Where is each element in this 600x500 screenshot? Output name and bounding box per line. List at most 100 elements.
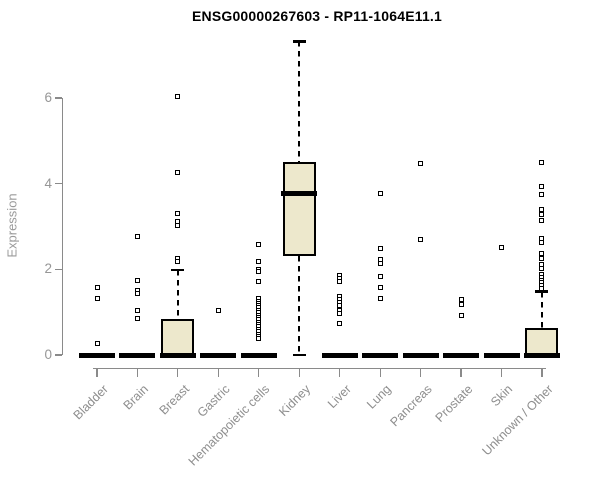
outlier-point [377,191,383,197]
outlier-point [377,274,383,280]
upper-whisker-cap [292,40,306,43]
x-tick-label: Lung [364,382,395,412]
outlier-point [337,310,343,316]
y-tick-label: 6 [44,90,52,106]
outlier-point [134,315,140,321]
x-tick-mark [379,368,381,377]
median-line [321,352,358,358]
y-tick-mark [55,183,62,185]
upper-whisker [176,270,179,319]
outlier-point [337,320,343,326]
x-tick-mark [420,368,422,377]
x-tick-label: Liver [324,382,354,412]
y-tick-mark [55,97,62,99]
median-line [523,352,560,358]
outlier-point [94,295,100,301]
outlier-point [458,296,464,302]
outlier-point [539,160,545,166]
outlier-point [418,236,424,242]
outlier-point [256,279,262,285]
outlier-point [134,307,140,313]
outlier-point [256,259,262,265]
chart-title: ENSG00000267603 - RP11-1064E11.1 [191,8,443,24]
x-tick-label: Prostate [432,382,475,425]
boxplot-box [525,328,559,355]
median-line [483,352,520,358]
boxplot-box [161,318,195,355]
outlier-point [499,244,505,250]
x-tick-mark [96,368,98,377]
median-line [159,352,196,358]
outlier-point [377,260,383,266]
x-tick-mark [217,368,219,377]
outlier-point [539,217,545,223]
outlier-point [256,336,262,342]
outlier-point [539,285,545,291]
x-tick-label: Brain [120,382,152,413]
outlier-point [539,240,545,246]
median-line [362,352,399,358]
y-axis-line [62,98,64,355]
median-line [119,352,156,358]
outlier-point [134,277,140,283]
boxplot-box [282,161,316,257]
outlier-point [377,245,383,251]
outlier-point [94,285,100,291]
x-tick-mark [177,368,179,377]
median-line [281,190,318,196]
outlier-point [539,250,545,256]
median-line [443,352,480,358]
upper-whisker-cap [171,268,185,272]
outlier-point [539,207,545,213]
outlier-point [377,284,383,290]
x-tick-mark [500,368,503,377]
x-tick-mark [541,368,543,377]
x-tick-label: Hematopoietic cells [186,382,273,469]
y-tick-label: 4 [44,175,52,191]
outlier-point [215,308,221,314]
lower-whisker-cap [292,353,306,357]
x-tick-mark [258,368,260,377]
upper-whisker-cap [535,290,549,293]
outlier-point [458,313,464,319]
median-line [200,352,237,358]
upper-whisker [298,41,301,162]
outlier-point [539,184,545,190]
x-tick-mark [460,368,462,377]
x-tick-label: Bladder [70,382,111,423]
outlier-point [256,242,262,248]
x-tick-mark [339,368,341,377]
outlier-point [539,212,545,218]
upper-whisker [540,291,543,329]
x-tick-label: Pancreas [387,382,435,430]
outlier-point [539,191,545,197]
outlier-point [377,295,383,301]
y-tick-mark [55,354,62,356]
x-axis-line [93,368,546,370]
median-line [79,352,115,358]
outlier-point [175,170,181,176]
outlier-point [539,265,545,271]
y-tick-label: 2 [44,261,52,277]
x-tick-label: Breast [156,382,192,418]
outlier-point [458,302,464,308]
x-tick-label: Skin [488,382,516,410]
median-line [240,352,277,358]
median-line [402,352,439,358]
outlier-point [134,234,140,240]
x-tick-label: Unknown / Other [479,382,556,459]
lower-whisker [298,256,301,355]
outlier-point [175,210,181,216]
outlier-point [175,259,181,265]
outlier-point [175,94,181,100]
x-tick-mark [298,368,300,377]
outlier-point [256,269,262,275]
x-tick-label: Gastric [194,382,233,420]
outlier-point [94,340,100,346]
outlier-point [175,223,181,229]
outlier-point [134,290,140,296]
outlier-point [418,160,424,166]
x-tick-label: Kidney [276,382,314,419]
